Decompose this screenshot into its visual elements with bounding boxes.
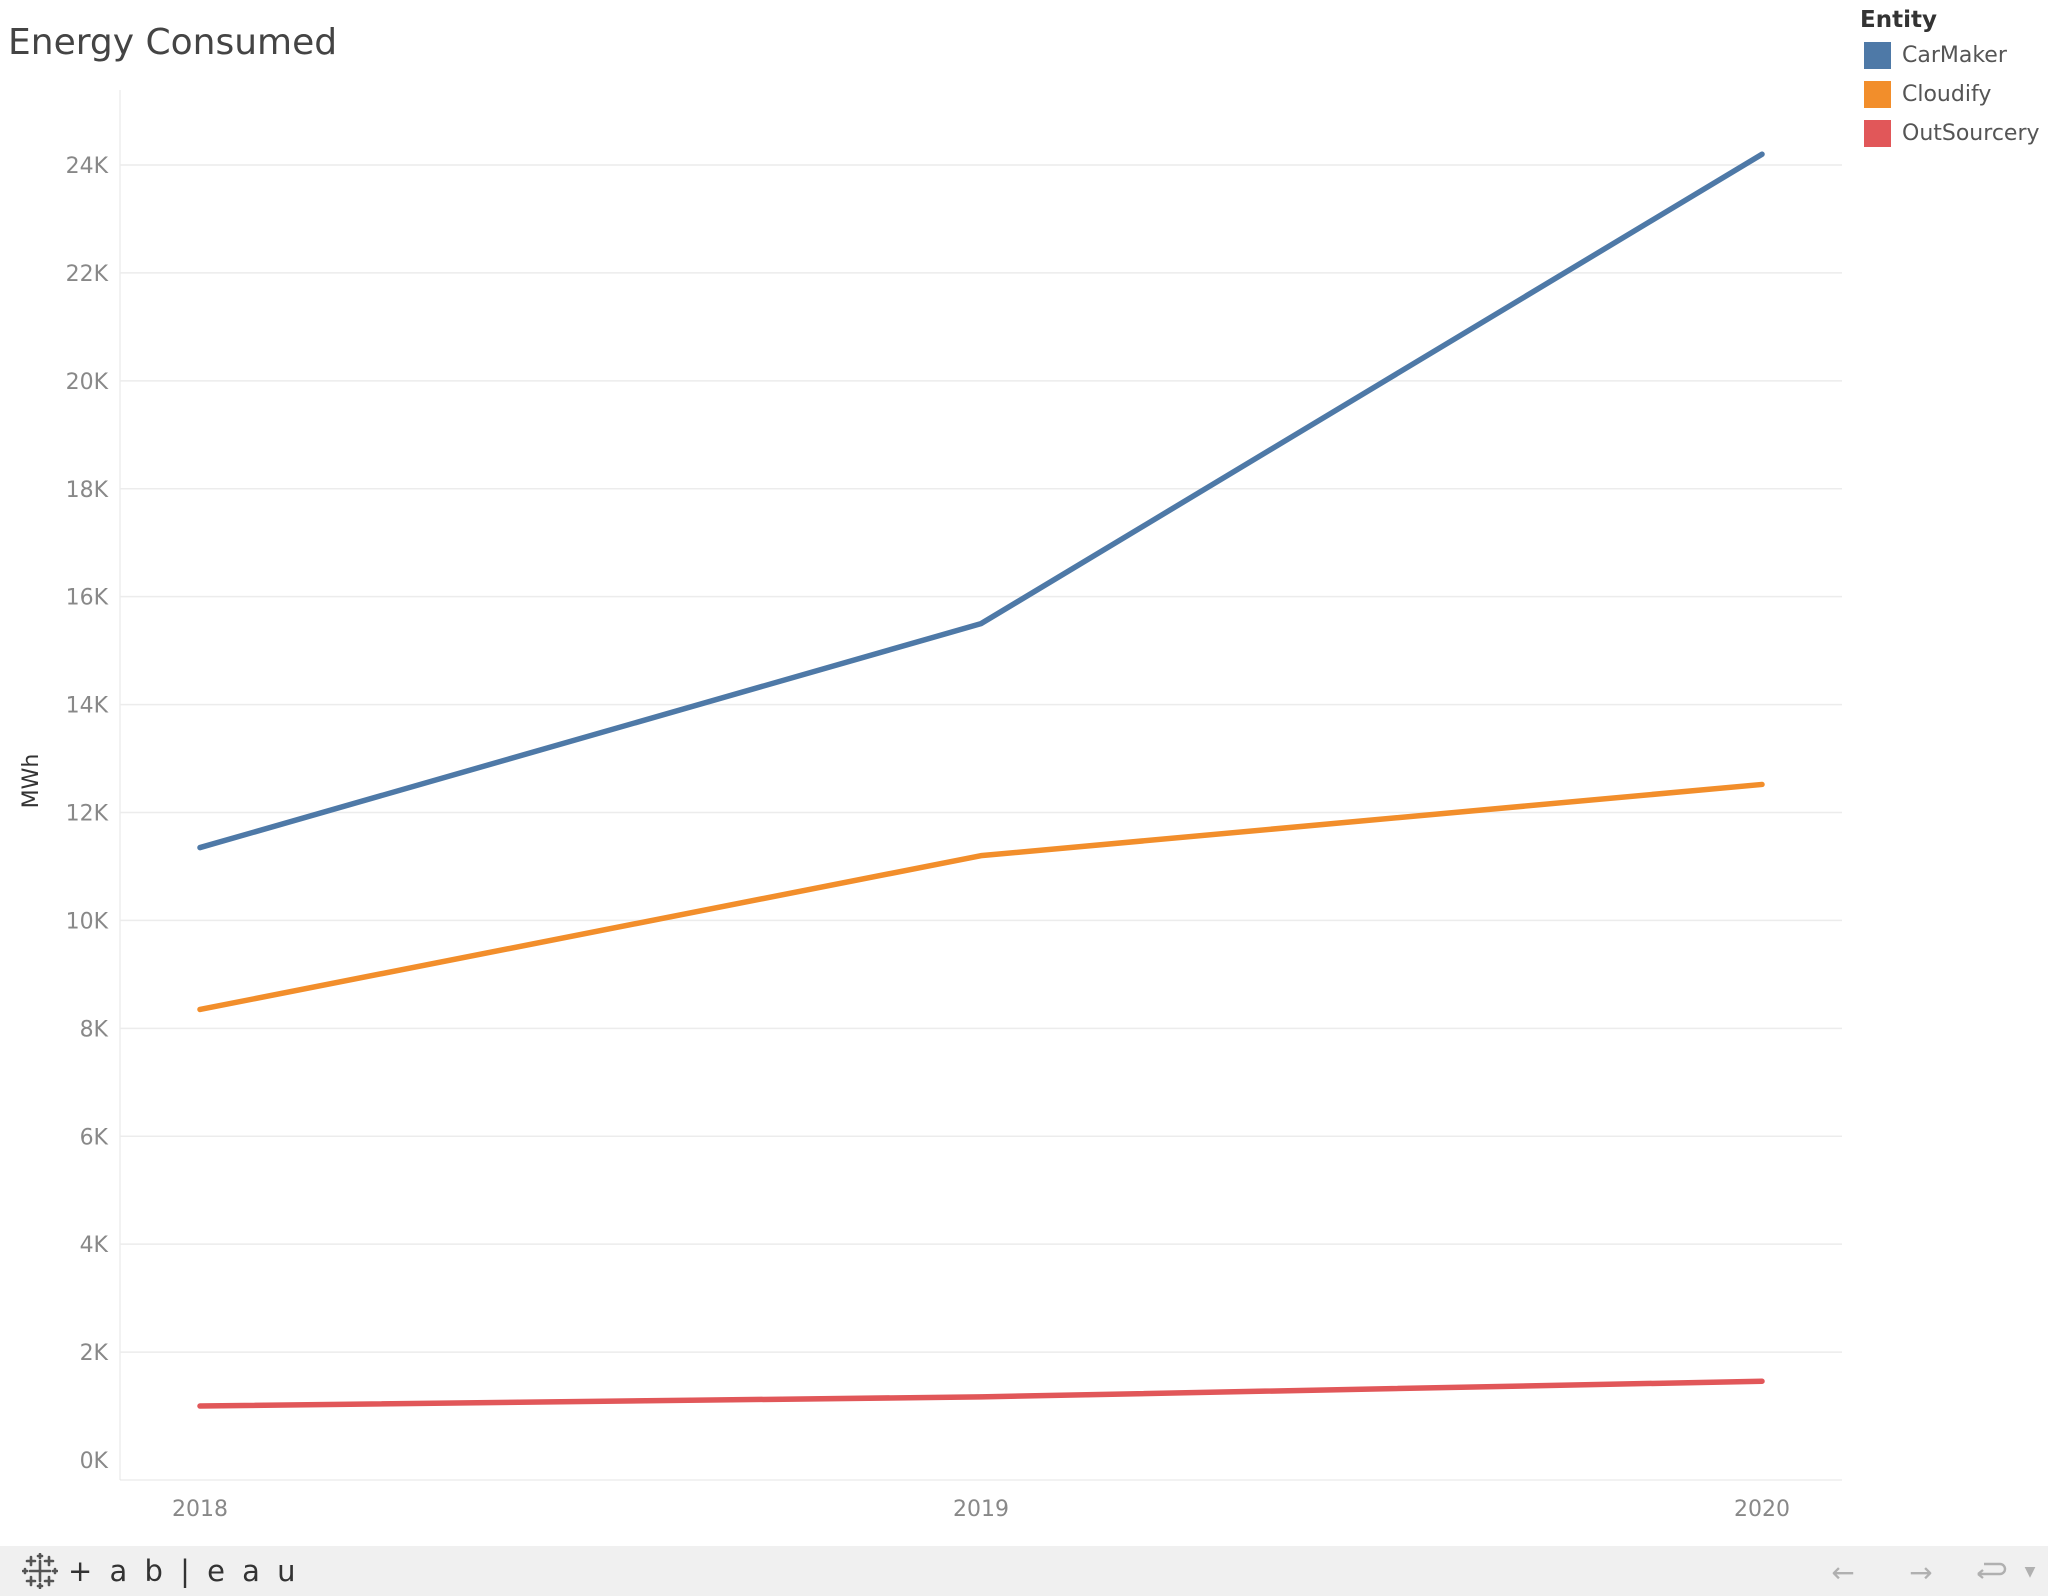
data-point-cloudify[interactable] — [1759, 781, 1765, 787]
data-point-outsourcery[interactable] — [978, 1394, 984, 1400]
x-tick-label: 2019 — [953, 1497, 1009, 1522]
revert-button[interactable] — [1974, 1555, 2008, 1589]
x-tick-label: 2020 — [1734, 1497, 1790, 1522]
y-tick-label: 10K — [66, 909, 109, 934]
legend-label: Cloudify — [1902, 82, 1992, 107]
data-point-cloudify[interactable] — [978, 853, 984, 859]
line-chart: Energy Consumed MWh 0K 2K 4K 6K 8K 10K 12K 14K 1… — [8, 22, 1842, 1522]
y-tick-label: 16K — [66, 586, 109, 611]
legend-swatch — [1864, 81, 1891, 108]
tableau-wordmark: + a b | e a u — [68, 1554, 300, 1588]
data-point-outsourcery[interactable] — [1759, 1378, 1765, 1384]
y-tick-label: 12K — [66, 802, 109, 827]
y-tick-label: 24K — [66, 154, 109, 179]
y-tick-label: 20K — [66, 370, 109, 395]
y-tick-label: 22K — [66, 262, 109, 287]
legend-label: CarMaker — [1902, 43, 2007, 68]
dropdown-icon: ▼ — [2024, 1564, 2036, 1580]
y-tick-label: 6K — [80, 1125, 109, 1150]
legend-title: Entity — [1860, 7, 1937, 33]
legend-item-carmaker[interactable]: CarMaker — [1860, 36, 2048, 75]
legend-swatch — [1864, 120, 1891, 147]
gridlines — [119, 90, 1842, 1481]
series-lines — [197, 151, 1765, 1409]
y-tick-label: 2K — [80, 1341, 109, 1366]
legend-label: OutSourcery — [1902, 121, 2040, 146]
y-tick-label: 18K — [66, 478, 109, 503]
tableau-logo-icon — [22, 1553, 58, 1589]
legend-item-cloudify[interactable]: Cloudify — [1860, 75, 2048, 114]
redo-button[interactable]: → — [1904, 1555, 1938, 1589]
y-tick-label: 14K — [66, 694, 109, 719]
legend-swatch — [1864, 42, 1891, 69]
legend-items: CarMaker Cloudify OutSourcery — [1860, 36, 2048, 153]
data-point-cloudify[interactable] — [197, 1006, 203, 1012]
series-line-cloudify[interactable] — [197, 781, 1765, 1013]
data-point-carmaker[interactable] — [978, 621, 984, 627]
share-dropdown-button[interactable]: ▼ — [2020, 1555, 2040, 1589]
y-tick-label: 8K — [80, 1017, 109, 1042]
y-axis-label: MWh — [19, 754, 44, 809]
x-tick-label: 2018 — [172, 1497, 228, 1522]
tableau-logo[interactable]: + a b | e a u — [22, 1553, 300, 1589]
y-tick-label: 0K — [80, 1449, 109, 1474]
data-point-carmaker[interactable] — [1759, 151, 1765, 157]
y-axis-ticks: 0K 2K 4K 6K 8K 10K 12K 14K 16K 18K 20K 22K 24K — [66, 154, 109, 1474]
y-tick-label: 4K — [80, 1233, 109, 1258]
series-line-carmaker[interactable] — [197, 151, 1765, 851]
legend: Entity CarMaker Cloudify OutSourcery — [1860, 4, 2048, 153]
data-point-outsourcery[interactable] — [197, 1403, 203, 1409]
series-line-outsourcery[interactable] — [197, 1378, 1765, 1409]
legend-item-outsourcery[interactable]: OutSourcery — [1860, 114, 2048, 153]
revert-icon — [1977, 1562, 2007, 1579]
undo-button[interactable]: ← — [1826, 1555, 1860, 1589]
x-axis-ticks: 2018 2019 2020 — [172, 1497, 1790, 1522]
redo-arrow-icon: → — [1909, 1555, 1933, 1589]
data-point-carmaker[interactable] — [197, 845, 203, 851]
undo-arrow-icon: ← — [1831, 1555, 1855, 1589]
footer-toolbar: + a b | e a u ← → ▼ — [0, 1546, 2048, 1596]
chart-title: Energy Consumed — [8, 22, 337, 63]
